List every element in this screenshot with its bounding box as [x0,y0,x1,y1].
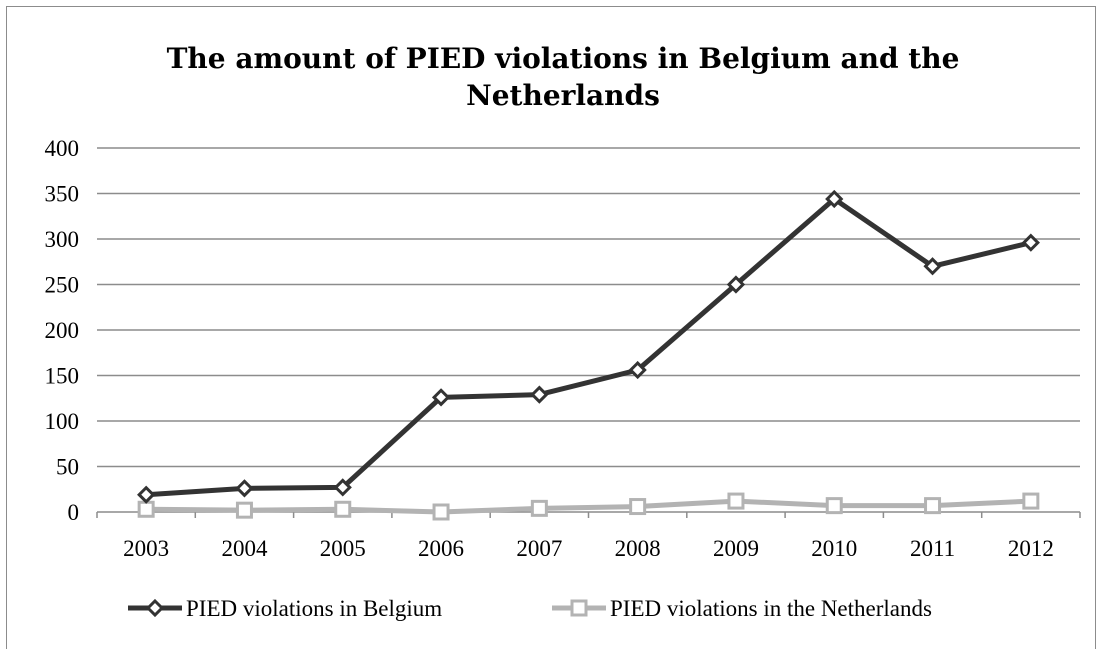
legend-label-belgium: PIED violations in Belgium [186,596,442,621]
series-line-netherlands [146,498,1031,515]
data-point-belgium [333,478,352,497]
y-tick-label: 150 [45,364,80,389]
y-tick-label: 100 [45,409,80,434]
data-point-netherlands [530,499,548,517]
data-point-belgium [1021,233,1040,252]
x-tick-label: 2007 [516,536,562,561]
data-point-netherlands [825,497,843,515]
y-tick-label: 200 [45,318,80,343]
y-tick-label: 50 [56,455,79,480]
x-tick-label: 2009 [713,536,759,561]
series-layer [137,189,1040,521]
x-tick-label: 2010 [811,536,857,561]
y-tick-label: 250 [45,273,80,298]
data-point-belgium [235,479,254,498]
data-point-belgium [431,388,451,407]
data-point-belgium [628,360,647,380]
data-point-netherlands [727,492,745,510]
x-tick-label: 2006 [418,536,464,561]
data-point-netherlands [432,503,450,521]
data-point-belgium [825,189,844,209]
data-point-belgium [726,275,746,294]
data-point-netherlands [629,498,647,516]
x-tick-label: 2011 [910,536,955,561]
x-tick-label: 2005 [320,536,366,561]
x-tick-label: 2003 [123,536,169,561]
x-tick-label: 2012 [1008,536,1054,561]
legend-marker-netherlands [570,599,588,617]
data-point-belgium [530,385,549,404]
y-tick-label: 400 [45,136,80,161]
data-point-netherlands [1022,492,1040,510]
data-point-belgium [137,485,156,504]
data-point-netherlands [924,497,942,515]
x-tick-label: 2008 [615,536,661,561]
y-tick-label: 350 [45,182,80,207]
legend-marker-belgium [145,598,165,618]
data-point-netherlands [235,501,253,519]
data-point-netherlands [137,500,155,518]
x-tick-label: 2004 [221,536,268,561]
data-point-netherlands [334,500,352,518]
axes: 0 50 100 150 200 250 300 350 400 2003 2004 2005 2006… [45,136,1081,561]
gridlines [97,147,1080,468]
legend-label-netherlands: PIED violations in the Netherlands [610,596,932,621]
y-tick-label: 300 [45,227,80,252]
series-line-belgium [145,196,1032,498]
chart-frame [6,6,1096,649]
legend: PIED violations in Belgium PIED violation… [128,596,932,621]
y-tick-label: 0 [68,500,80,525]
data-point-belgium [923,257,942,276]
chart-title-line1: The amount of PIED violations in Belgium… [167,42,960,75]
chart-title-line2: Netherlands [466,79,660,112]
